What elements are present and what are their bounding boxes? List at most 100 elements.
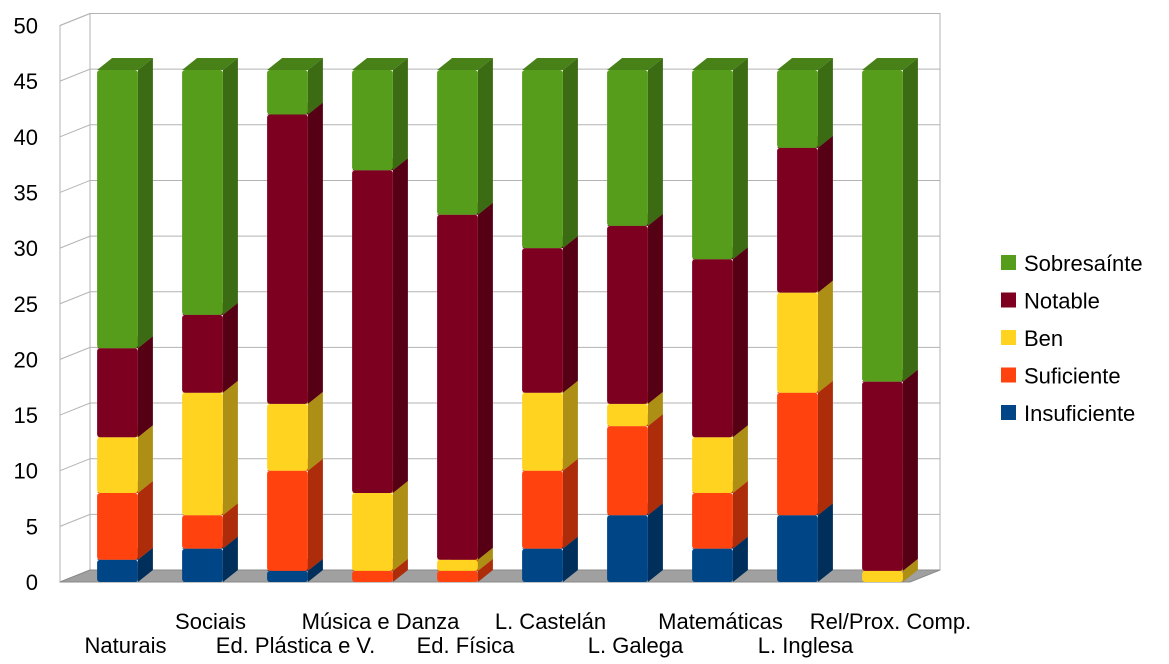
bar-segment bbox=[777, 58, 833, 148]
y-tick-label: 5 bbox=[26, 514, 38, 539]
bar-top bbox=[777, 58, 833, 71]
x-tick-label: L. Galega bbox=[588, 633, 684, 658]
bar-front bbox=[267, 403, 308, 471]
bar-side bbox=[647, 503, 663, 582]
bar-side bbox=[137, 480, 153, 560]
bar-side bbox=[392, 480, 408, 571]
bar-side bbox=[562, 380, 578, 471]
bar-segment bbox=[777, 135, 833, 293]
bar-segment bbox=[437, 202, 493, 560]
bar-side bbox=[392, 558, 408, 582]
legend-swatch bbox=[1001, 255, 1016, 270]
bar-segment bbox=[607, 213, 663, 404]
bar-front bbox=[437, 70, 478, 215]
bar-front bbox=[777, 147, 818, 293]
bar-side bbox=[817, 380, 833, 516]
bar-front bbox=[607, 515, 648, 582]
bar-top bbox=[182, 58, 238, 71]
bar-front bbox=[607, 426, 648, 516]
bar-front bbox=[97, 437, 138, 493]
bar-segment bbox=[607, 414, 663, 516]
bar-side bbox=[562, 236, 578, 393]
legend-item: Suficiente bbox=[1001, 364, 1121, 389]
bar-front bbox=[182, 314, 223, 393]
legend-swatch bbox=[1001, 405, 1016, 420]
bar-segment bbox=[777, 503, 833, 582]
bar-segment bbox=[692, 247, 748, 438]
x-tick-label: L. Castelán bbox=[495, 609, 606, 634]
bar-side bbox=[647, 391, 663, 427]
bar-front bbox=[607, 403, 648, 427]
bar-side bbox=[732, 536, 748, 582]
bar-side bbox=[222, 503, 238, 549]
bar-segment bbox=[607, 58, 663, 226]
bar-side bbox=[222, 58, 238, 315]
legend-swatch bbox=[1001, 367, 1016, 383]
bar-side bbox=[817, 280, 833, 393]
bar-segment bbox=[182, 380, 238, 516]
bar-top bbox=[97, 58, 153, 71]
bar-segment bbox=[777, 380, 833, 516]
y-tick-label: 40 bbox=[14, 125, 38, 150]
bar-segment bbox=[692, 58, 748, 260]
bar-segment bbox=[97, 336, 153, 438]
bar-top bbox=[692, 58, 748, 71]
bar-front bbox=[692, 259, 733, 438]
bar-segment bbox=[777, 280, 833, 393]
bar-top bbox=[267, 58, 323, 71]
y-tick-label: 45 bbox=[14, 69, 38, 94]
y-tick-label: 15 bbox=[14, 403, 38, 428]
y-tick-label: 10 bbox=[14, 459, 38, 484]
bar-side bbox=[392, 58, 408, 171]
bar-side bbox=[477, 58, 493, 215]
bar-segment bbox=[522, 58, 578, 249]
legend-label: Ben bbox=[1024, 326, 1063, 351]
bar-side bbox=[902, 558, 918, 582]
bar-front bbox=[437, 214, 478, 560]
bar-side bbox=[902, 58, 918, 382]
y-axis: 0 5 10 15 20 25 30 35 40 45 50 bbox=[14, 14, 38, 596]
legend: Sobresaínte Notable Ben Suficiente Insuficie… bbox=[1001, 251, 1143, 426]
bar-segment bbox=[267, 102, 323, 404]
x-tick-label: Matemáticas bbox=[658, 609, 783, 634]
bar-segment bbox=[182, 302, 238, 393]
bar-segment bbox=[352, 480, 408, 571]
bar-front bbox=[437, 570, 478, 582]
bar-front bbox=[352, 492, 393, 571]
y-tick-label: 30 bbox=[14, 236, 38, 261]
x-tick-label: Ed. Plástica e V. bbox=[216, 633, 375, 658]
bars bbox=[97, 58, 918, 582]
bar-segment bbox=[862, 369, 918, 571]
bar-side bbox=[477, 547, 493, 571]
bar-front bbox=[692, 437, 733, 493]
bar-front bbox=[97, 348, 138, 438]
bar-side bbox=[817, 503, 833, 582]
bar-front bbox=[97, 492, 138, 560]
bar-front bbox=[607, 225, 648, 404]
bar-front bbox=[267, 470, 308, 571]
bar-front bbox=[522, 548, 563, 582]
bar-front bbox=[267, 70, 308, 115]
y-tick-label: 25 bbox=[14, 292, 38, 317]
bar-front bbox=[777, 392, 818, 516]
bar-side bbox=[817, 58, 833, 148]
bar-side bbox=[732, 247, 748, 438]
bar-front bbox=[267, 114, 308, 404]
bar-side bbox=[477, 558, 493, 582]
legend-label: Insuficiente bbox=[1024, 401, 1135, 426]
bar-segment bbox=[267, 58, 323, 115]
bar-front bbox=[97, 70, 138, 349]
bar-side bbox=[222, 536, 238, 582]
legend-label: Sobresaínte bbox=[1024, 251, 1143, 276]
bar-side bbox=[222, 302, 238, 393]
bar-top bbox=[522, 58, 578, 71]
bar-side bbox=[392, 158, 408, 493]
bar-front bbox=[352, 570, 393, 582]
bar-segment bbox=[522, 236, 578, 393]
bar-front bbox=[522, 392, 563, 471]
bar-segment bbox=[352, 58, 408, 171]
bar-side bbox=[902, 369, 918, 571]
bar-side bbox=[307, 391, 323, 471]
